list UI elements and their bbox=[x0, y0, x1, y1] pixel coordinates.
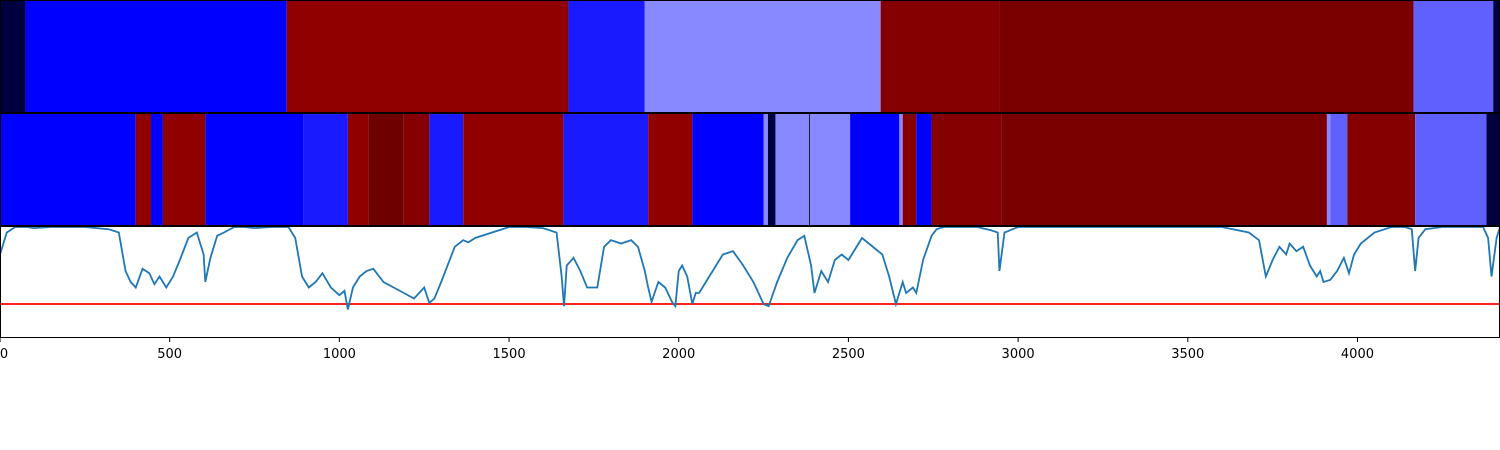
top-segment-panel bbox=[0, 1, 1500, 112]
top-segment-5 bbox=[880, 1, 1000, 112]
middle-segment-panel bbox=[0, 114, 1500, 225]
middle-segment-2 bbox=[151, 114, 163, 225]
middle-segment-17 bbox=[850, 114, 900, 225]
middle-segment-13 bbox=[692, 114, 764, 225]
middle-segment-14 bbox=[763, 114, 768, 225]
top-segment-8 bbox=[1493, 1, 1500, 112]
line-series bbox=[0, 226, 1500, 310]
x-tick-label-1: 500 bbox=[157, 347, 182, 362]
x-tick-label-5: 2500 bbox=[832, 347, 865, 362]
middle-segment-8 bbox=[403, 114, 430, 225]
middle-segment-3 bbox=[162, 114, 206, 225]
middle-segment-24 bbox=[1330, 114, 1348, 225]
middle-segment-15 bbox=[767, 114, 776, 225]
x-tick-label-2: 1000 bbox=[323, 347, 356, 362]
line-panel-frame bbox=[0, 226, 1500, 338]
middle-segment-26 bbox=[1415, 114, 1487, 225]
middle-segment-20 bbox=[916, 114, 932, 225]
middle-segment-19 bbox=[902, 114, 917, 225]
middle-segment-4 bbox=[205, 114, 304, 225]
top-segment-3 bbox=[568, 1, 645, 112]
x-tick-label-0: 0 bbox=[0, 347, 8, 362]
middle-segment-12 bbox=[648, 114, 693, 225]
middle-segment-16 bbox=[775, 114, 851, 225]
middle-segment-21 bbox=[931, 114, 1002, 225]
middle-segment-27 bbox=[1486, 114, 1500, 225]
middle-segment-22 bbox=[1001, 114, 1327, 225]
middle-segment-7 bbox=[368, 114, 404, 225]
middle-segment-23 bbox=[1326, 114, 1331, 225]
x-axis: 0 500 1000 1500 2000 2500 3000 3500 4000 bbox=[0, 338, 1374, 362]
middle-segment-10 bbox=[463, 114, 564, 225]
top-segment-7 bbox=[1413, 1, 1494, 112]
middle-segment-1 bbox=[135, 114, 152, 225]
top-segment-6 bbox=[999, 1, 1414, 112]
middle-segment-6 bbox=[347, 114, 369, 225]
x-tick-label-6: 3000 bbox=[1002, 347, 1035, 362]
top-segment-2 bbox=[286, 1, 569, 112]
x-tick-label-8: 4000 bbox=[1341, 347, 1374, 362]
middle-segment-5 bbox=[303, 114, 348, 225]
x-tick-label-7: 3500 bbox=[1171, 347, 1204, 362]
middle-segment-11 bbox=[563, 114, 649, 225]
x-tick-label-4: 2000 bbox=[662, 347, 695, 362]
top-segment-4 bbox=[644, 1, 881, 112]
middle-segment-25 bbox=[1347, 114, 1416, 225]
middle-segment-18 bbox=[899, 114, 903, 225]
middle-segment-0 bbox=[0, 114, 136, 225]
top-segment-0 bbox=[0, 1, 26, 112]
top-segment-1 bbox=[25, 1, 287, 112]
line-plot-panel bbox=[0, 226, 1500, 310]
middle-segment-9 bbox=[429, 114, 464, 225]
x-tick-label-3: 1500 bbox=[493, 347, 526, 362]
